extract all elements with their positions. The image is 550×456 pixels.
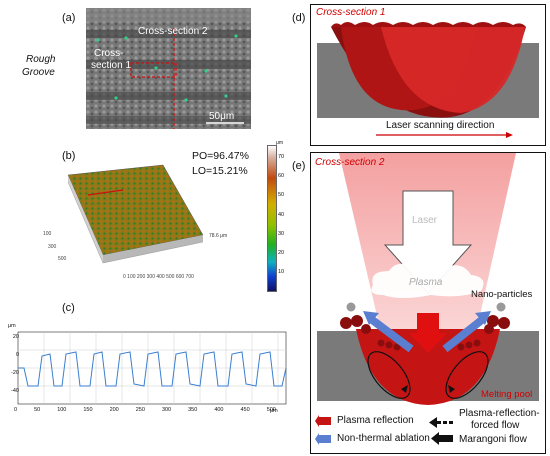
cross-section-2-title: Cross-section 2	[315, 157, 385, 168]
panel-e: Cross-section 2 Laser Plasma Nano-partic…	[310, 152, 546, 454]
scan-direction-label: Laser scanning direction	[386, 120, 495, 131]
legend-non-thermal-ablation: Non-thermal ablation	[337, 433, 430, 444]
panel-d: Cross-section 1 Laser scanning direction	[310, 4, 546, 146]
profile-x-tick: 500	[266, 407, 276, 413]
profile-y-tick: -20	[11, 370, 19, 376]
legend-forced-flow-line2: forced flow	[471, 420, 520, 431]
lo-value: LO=15.21%	[192, 165, 248, 177]
colorbar-unit: μm	[276, 140, 284, 146]
profile-x-tick: 150	[83, 407, 93, 413]
svg-text:500: 500	[58, 256, 67, 262]
panel-c-label: (c)	[62, 302, 75, 314]
profile-x-tick: 50	[34, 407, 41, 413]
panel-e-label: (e)	[292, 160, 306, 172]
sem-texture	[86, 8, 251, 129]
colorbar-ticks: 70 60 50 40 30 20 10	[278, 148, 284, 282]
cross-section-1-title: Cross-section 1	[316, 7, 386, 18]
profile-plot	[17, 331, 287, 405]
legend-marangoni-flow: Marangoni flow	[459, 434, 527, 445]
profile-x-tick: 250	[135, 407, 145, 413]
panel-b-label: (b)	[62, 150, 76, 162]
surface-annotation: 78.6 μm	[209, 233, 228, 239]
colorbar-tick: 10	[278, 269, 285, 276]
profile-x-tick: 450	[240, 407, 250, 413]
groove-label: Groove	[22, 67, 55, 78]
melting-pool-label: Melting pool	[481, 389, 533, 400]
nano-particles-label: Nano-particles	[471, 289, 533, 300]
svg-text:100: 100	[43, 231, 52, 237]
profile-y-unit: μm	[8, 323, 16, 329]
plasma-label: Plasma	[409, 277, 443, 288]
po-value: PO=96.47%	[192, 150, 249, 162]
profile-x-unit: μm	[270, 408, 278, 414]
svg-text:300: 300	[48, 244, 57, 250]
profile-x-tick: 0	[14, 407, 18, 413]
colorbar-tick: 70	[278, 154, 285, 160]
rough-label: Rough	[26, 54, 56, 65]
profile-y-tick: 20	[12, 334, 19, 340]
cross-section-1-text-b: section 1	[91, 60, 132, 71]
legend-forced-flow-line1: Plasma-reflection-	[459, 408, 540, 419]
svg-text:0 100 200 300 400 500 600 700: 0 100 200 300 400 500 600 700	[123, 274, 194, 280]
laser-label: Laser	[412, 215, 438, 226]
colorbar-tick: 60	[278, 173, 285, 180]
sem-image: Cross-section 2 Cross- section 1 50μm	[86, 8, 251, 129]
colorbar-tick: 50	[278, 192, 285, 199]
profile-x-ticks: 0 50 100 150 200 250 300 350 400 450 500	[14, 407, 276, 413]
profile-x-tick: 200	[109, 407, 119, 413]
profile-y-ticks: 20 0 -20 -40	[5, 328, 19, 400]
profile-x-tick: 300	[161, 407, 172, 413]
profile-x-tick: 100	[57, 407, 67, 413]
legend-plasma-reflection: Plasma reflection	[337, 415, 414, 426]
profile-x-tick: 400	[214, 407, 224, 413]
colorbar-tick: 40	[278, 211, 285, 218]
scale-bar-label: 50μm	[209, 111, 235, 122]
profile-y-tick: 0	[15, 352, 19, 358]
cross-section-2-diagram	[315, 153, 539, 445]
colorbar	[267, 145, 277, 292]
colorbar-tick: 20	[278, 250, 285, 257]
cross-section-2-text: Cross-section 2	[138, 26, 208, 37]
profile-x-tick: 350	[188, 407, 198, 413]
cross-section-1-text-a: Cross-	[94, 48, 124, 59]
cross-section-1-diagram	[317, 22, 539, 138]
surface-3d-plot: 100 300 500 0 100 200 300 400 500 600 70…	[43, 164, 204, 280]
profile-y-tick: -40	[11, 388, 19, 394]
panel-a-label: (a)	[62, 12, 76, 24]
panel-d-label: (d)	[292, 12, 306, 24]
colorbar-tick: 30	[278, 230, 285, 237]
